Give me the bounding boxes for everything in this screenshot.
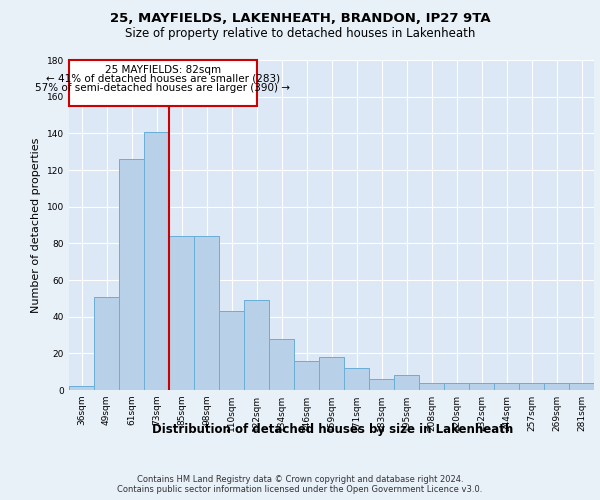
Bar [294, 360, 319, 390]
Y-axis label: Number of detached properties: Number of detached properties [31, 138, 41, 312]
Bar [419, 382, 444, 390]
Bar [269, 338, 294, 390]
Bar [469, 382, 494, 390]
Bar [369, 379, 394, 390]
Bar [69, 386, 94, 390]
Bar [244, 300, 269, 390]
FancyBboxPatch shape [69, 60, 257, 106]
Text: Size of property relative to detached houses in Lakenheath: Size of property relative to detached ho… [125, 28, 475, 40]
Bar [119, 159, 144, 390]
Bar [319, 357, 344, 390]
Bar [519, 382, 544, 390]
Bar [344, 368, 369, 390]
Text: 57% of semi-detached houses are larger (390) →: 57% of semi-detached houses are larger (… [35, 83, 290, 93]
Bar [169, 236, 194, 390]
Text: ← 41% of detached houses are smaller (283): ← 41% of detached houses are smaller (28… [46, 74, 280, 84]
Bar [494, 382, 519, 390]
Text: 25 MAYFIELDS: 82sqm: 25 MAYFIELDS: 82sqm [104, 64, 221, 74]
Bar [569, 382, 594, 390]
Bar [194, 236, 219, 390]
Bar [444, 382, 469, 390]
Text: Contains public sector information licensed under the Open Government Licence v3: Contains public sector information licen… [118, 485, 482, 494]
Bar [219, 311, 244, 390]
Bar [144, 132, 169, 390]
Text: 25, MAYFIELDS, LAKENHEATH, BRANDON, IP27 9TA: 25, MAYFIELDS, LAKENHEATH, BRANDON, IP27… [110, 12, 490, 26]
Text: Distribution of detached houses by size in Lakenheath: Distribution of detached houses by size … [152, 422, 514, 436]
Bar [94, 296, 119, 390]
Text: Contains HM Land Registry data © Crown copyright and database right 2024.: Contains HM Land Registry data © Crown c… [137, 475, 463, 484]
Bar [394, 376, 419, 390]
Bar [544, 382, 569, 390]
